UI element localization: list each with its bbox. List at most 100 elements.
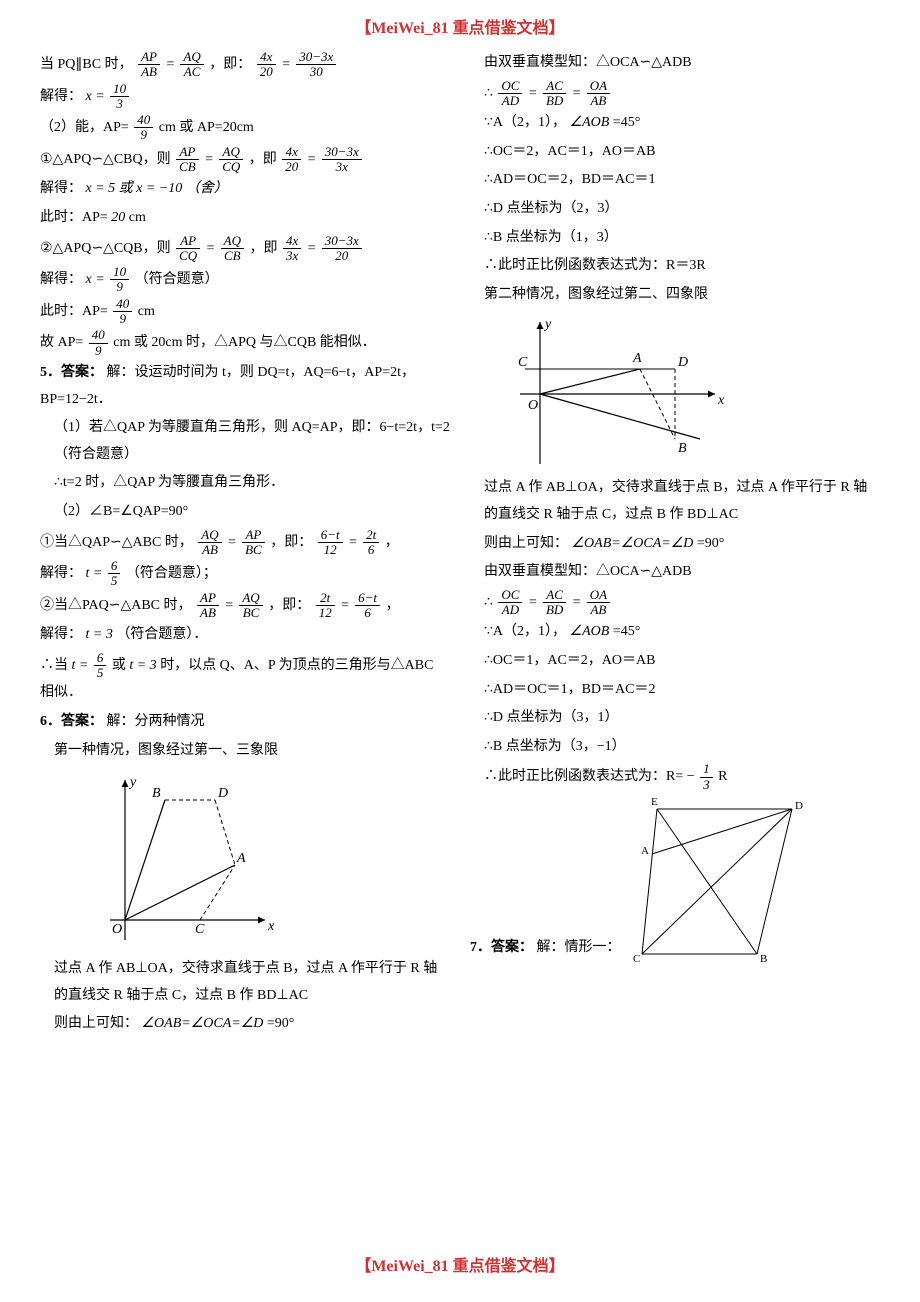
text-line: 解得： x = 109 （符合题意） (40, 265, 450, 295)
text-line: 则由上可知： ∠OAB=∠OCA=∠D =90° (40, 1011, 450, 1038)
text-line: 解得： t = 3 （符合题意）． (40, 622, 450, 649)
fraction: AQAC (180, 50, 203, 80)
text-line: 解得： t = 65 （符合题意）； (40, 559, 450, 589)
text-line: 过点 A 作 AB⊥OA，交待求直线于点 B，过点 A 作平行于 R 轴的直线交… (470, 475, 880, 528)
text: （2）能，AP= (40, 120, 129, 135)
text: （符合题意） (135, 272, 219, 287)
fraction: OCAD (498, 588, 522, 618)
text: =90° (697, 536, 725, 551)
text: （符合题意）； (126, 566, 217, 581)
label-D: D (677, 355, 688, 370)
text: R (718, 769, 727, 784)
text: ①当△QAP∽△ABC 时， (40, 535, 193, 550)
text: 则由上可知： (484, 536, 568, 551)
triangle-diagram-3: C B E D A (627, 794, 807, 964)
text: 故 AP= (40, 335, 83, 350)
label-B: B (152, 786, 161, 801)
eq: ∠AOB (570, 115, 610, 130)
fraction: 65 (94, 651, 107, 681)
text-line: ①△APQ∽△CBQ，则 APCB = AQCQ ，即 4x20 = 30−3x… (40, 145, 450, 175)
fraction: AQCQ (219, 145, 243, 175)
eq: t = (72, 658, 92, 673)
text: ∴ (484, 86, 496, 101)
coordinate-diagram-2: y x O A B C D (500, 314, 730, 469)
label-C: C (633, 953, 640, 964)
question-7: 7．答案： 解：情形一： (470, 935, 621, 962)
text-line: 则由上可知： ∠OAB=∠OCA=∠D =90° (470, 531, 880, 558)
label-B: B (678, 441, 687, 456)
text-line: 解得： x = 5 或 x = −10 （舍） (40, 176, 450, 203)
label-E: E (651, 796, 658, 808)
question-5: 5．答案： 解：设运动时间为 t，则 DQ=t，AQ=6−t，AP=2t，BP=… (40, 360, 450, 413)
eq: = (227, 535, 240, 550)
text: 或 (112, 658, 130, 673)
label-y: y (128, 775, 137, 790)
text-line: ②△APQ∽△CQB，则 APCQ = AQCB ，即 4x3x = 30−3x… (40, 234, 450, 264)
fraction: 4x20 (257, 50, 276, 80)
eq: x = (86, 89, 109, 104)
text-line: 由双垂直模型知：△OCA∽△ADB (470, 559, 880, 586)
text: 解得： (40, 181, 82, 196)
text: 则由上可知： (54, 1016, 138, 1031)
label-x: x (267, 919, 275, 934)
eq: = (528, 86, 541, 101)
fraction: 65 (108, 559, 121, 589)
fraction: APAB (138, 50, 160, 80)
label-A: A (641, 845, 649, 857)
fraction: 2t12 (316, 591, 335, 621)
text-line: ∴D 点坐标为（3，1） (470, 705, 880, 732)
text: ，即： (268, 598, 310, 613)
eq: = (206, 241, 219, 256)
label-A: A (632, 351, 642, 366)
text: ②当△PAQ∽△ABC 时， (40, 598, 192, 613)
fraction: 6−t6 (355, 591, 380, 621)
text: ，即 (249, 241, 277, 256)
label-C: C (195, 922, 205, 937)
eq: ∠OAB=∠OCA=∠D (142, 1016, 264, 1031)
text: 解：分两种情况 (107, 714, 205, 729)
eq: t = 3 (86, 627, 113, 642)
text: 此时：AP= (40, 210, 108, 225)
eq: = (281, 57, 294, 72)
text-line: 此时：AP= 409 cm (40, 297, 450, 327)
right-column: 由双垂直模型知：△OCA∽△ADB ∴ OCAD = ACBD = OAAB ∵… (470, 48, 880, 1040)
text: 解得： (40, 566, 82, 581)
text: =45° (613, 115, 641, 130)
q7-label: 7．答案： (470, 940, 533, 955)
eq: x = 5 或 x = −10 （舍） (86, 181, 228, 196)
text-line: ∴AD＝OC＝1，BD＝AC＝2 (470, 677, 880, 704)
fraction: AQCB (221, 234, 244, 264)
label-O: O (112, 922, 122, 937)
fraction: 13 (700, 762, 713, 792)
fraction: 409 (113, 297, 132, 327)
label-y: y (543, 317, 552, 332)
q6-label: 6．答案： (40, 714, 103, 729)
eq: = (307, 152, 320, 167)
text: （符合题意）． (116, 627, 207, 642)
eq: ∠OAB=∠OCA=∠D (572, 536, 694, 551)
text: − (687, 769, 698, 784)
text-line: ②当△PAQ∽△ABC 时， APAB = AQBC ，即： 2t12 = 6−… (40, 591, 450, 621)
text: 此时：AP= (40, 304, 108, 319)
eq: = (340, 598, 353, 613)
eq: x = (86, 272, 109, 287)
fraction: OAAB (587, 588, 610, 618)
q5-label: 5．答案： (40, 365, 103, 380)
text-line: 故 AP= 409 cm 或 20cm 时，△APQ 与△CQB 能相似． (40, 328, 450, 358)
text-line: ∴OC＝2，AC＝1，AO＝AB (470, 139, 880, 166)
fraction: 4x3x (283, 234, 301, 264)
eq: ∠AOB (570, 624, 610, 639)
eq: = (165, 57, 178, 72)
label-D: D (795, 800, 803, 812)
text: =90° (267, 1016, 295, 1031)
text-line: ∵A（2，1）， ∠AOB =45° (470, 110, 880, 137)
text: ∴ (484, 595, 496, 610)
eq: = (204, 152, 217, 167)
fraction: APCQ (176, 234, 200, 264)
fraction: 2t6 (363, 528, 379, 558)
text-line: （2）∠B=∠QAP=90° (40, 499, 450, 526)
fraction: APBC (242, 528, 265, 558)
fraction: AQBC (239, 591, 262, 621)
eq: = (307, 241, 320, 256)
fraction: 6−t12 (318, 528, 343, 558)
